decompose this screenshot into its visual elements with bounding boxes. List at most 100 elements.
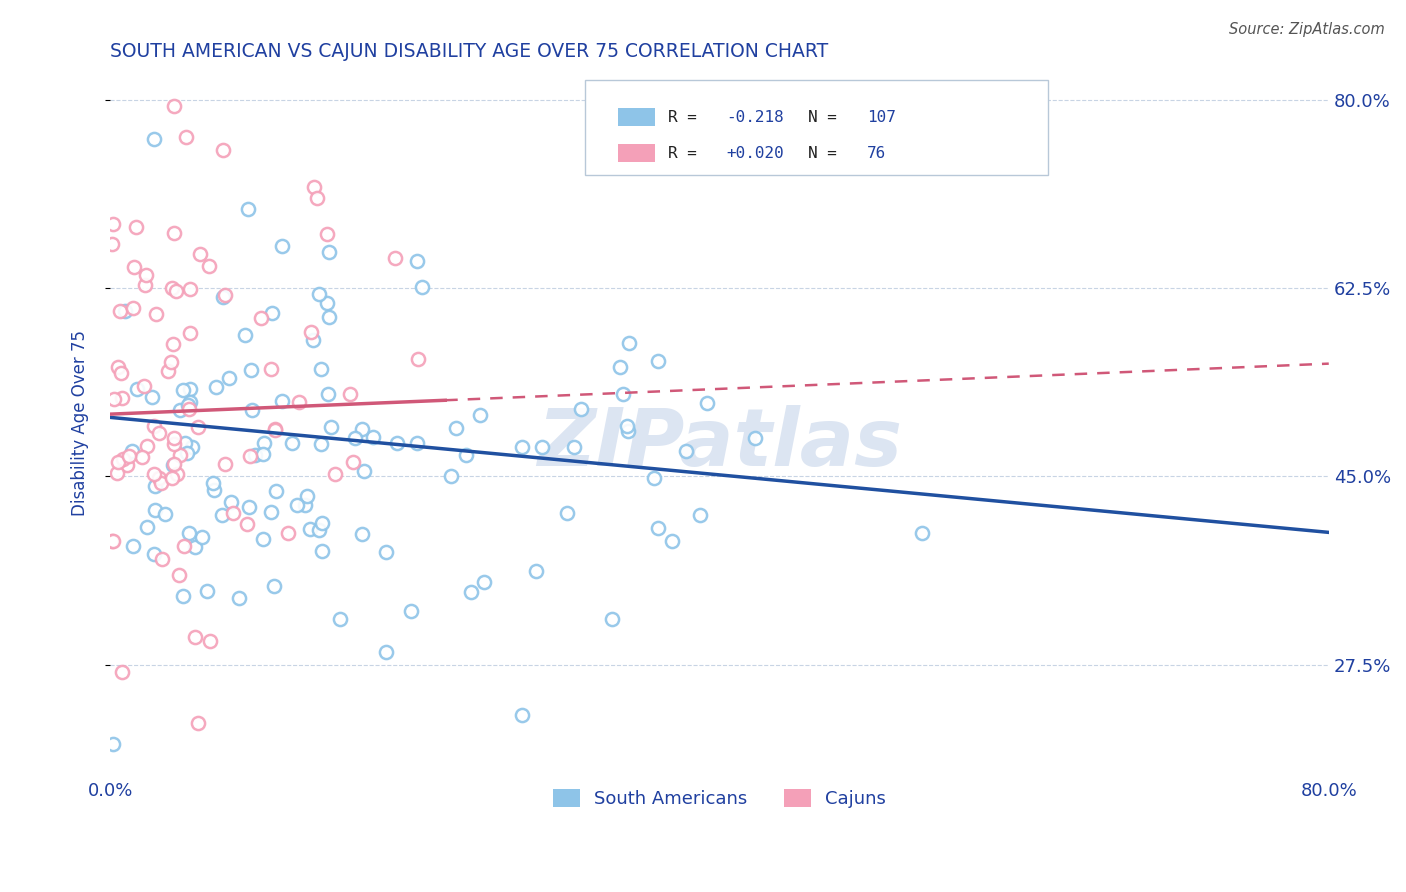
- Text: R =: R =: [668, 145, 707, 161]
- Point: [172, 384, 194, 398]
- Point: [617, 424, 640, 438]
- Point: [108, 303, 131, 318]
- Point: [169, 448, 191, 462]
- Point: [122, 260, 145, 274]
- Point: [143, 479, 166, 493]
- Point: [350, 422, 373, 436]
- Point: [264, 422, 287, 436]
- Point: [177, 398, 200, 412]
- Point: [136, 519, 159, 533]
- Point: [197, 260, 219, 274]
- Point: [316, 227, 339, 241]
- Point: [299, 326, 322, 340]
- Point: [174, 129, 197, 144]
- Point: [240, 403, 263, 417]
- Point: [165, 285, 187, 299]
- Point: [162, 337, 184, 351]
- Point: [311, 544, 333, 558]
- Point: [134, 277, 156, 292]
- Point: [329, 611, 352, 625]
- Point: [181, 440, 204, 454]
- Text: Source: ZipAtlas.com: Source: ZipAtlas.com: [1229, 22, 1385, 37]
- Point: [308, 287, 330, 301]
- Point: [363, 430, 385, 444]
- Point: [270, 239, 292, 253]
- Point: [179, 395, 201, 409]
- Point: [149, 475, 172, 490]
- Point: [460, 584, 482, 599]
- FancyBboxPatch shape: [619, 144, 655, 161]
- Point: [131, 450, 153, 464]
- Point: [236, 516, 259, 531]
- Point: [110, 366, 132, 380]
- Point: [125, 382, 148, 396]
- Point: [238, 500, 260, 514]
- Point: [103, 392, 125, 406]
- Point: [562, 440, 585, 454]
- Point: [100, 534, 122, 549]
- Point: [163, 99, 186, 113]
- Point: [105, 467, 128, 481]
- Point: [510, 708, 533, 723]
- Point: [160, 471, 183, 485]
- Point: [406, 254, 429, 268]
- Point: [202, 476, 225, 491]
- Point: [239, 450, 262, 464]
- Point: [264, 483, 287, 498]
- Point: [323, 467, 346, 481]
- Point: [910, 525, 932, 540]
- Point: [191, 530, 214, 544]
- Point: [134, 378, 156, 392]
- Point: [319, 420, 342, 434]
- Point: [647, 521, 669, 535]
- Point: [121, 443, 143, 458]
- Point: [344, 431, 367, 445]
- Point: [308, 523, 330, 537]
- Point: [112, 452, 135, 467]
- Point: [318, 310, 340, 325]
- Point: [280, 435, 302, 450]
- Text: N =: N =: [808, 110, 846, 125]
- Point: [163, 457, 186, 471]
- Point: [212, 143, 235, 157]
- Point: [444, 420, 467, 434]
- Point: [179, 282, 201, 296]
- Point: [405, 436, 427, 450]
- Point: [143, 419, 166, 434]
- Point: [107, 455, 129, 469]
- Point: [121, 301, 143, 315]
- Legend: South Americans, Cajuns: South Americans, Cajuns: [546, 781, 893, 815]
- Point: [316, 387, 339, 401]
- Point: [510, 440, 533, 454]
- Point: [143, 131, 166, 145]
- Point: [236, 202, 259, 216]
- Point: [260, 361, 283, 376]
- Point: [169, 403, 191, 417]
- Point: [411, 279, 433, 293]
- Point: [166, 467, 188, 481]
- Point: [160, 281, 183, 295]
- Point: [121, 539, 143, 553]
- Point: [647, 354, 669, 368]
- Point: [153, 507, 176, 521]
- Point: [179, 326, 201, 340]
- Point: [295, 489, 318, 503]
- Point: [557, 506, 579, 520]
- Text: 76: 76: [868, 145, 886, 161]
- Point: [167, 567, 190, 582]
- Point: [111, 665, 134, 680]
- Point: [103, 218, 125, 232]
- Point: [103, 534, 125, 549]
- Point: [214, 457, 236, 471]
- Point: [204, 483, 226, 497]
- Point: [250, 311, 273, 326]
- Point: [374, 545, 396, 559]
- Point: [350, 526, 373, 541]
- Point: [218, 371, 240, 385]
- Point: [468, 408, 491, 422]
- Point: [134, 268, 156, 282]
- Point: [696, 395, 718, 409]
- Point: [252, 436, 274, 450]
- Point: [643, 471, 665, 485]
- Point: [399, 604, 422, 618]
